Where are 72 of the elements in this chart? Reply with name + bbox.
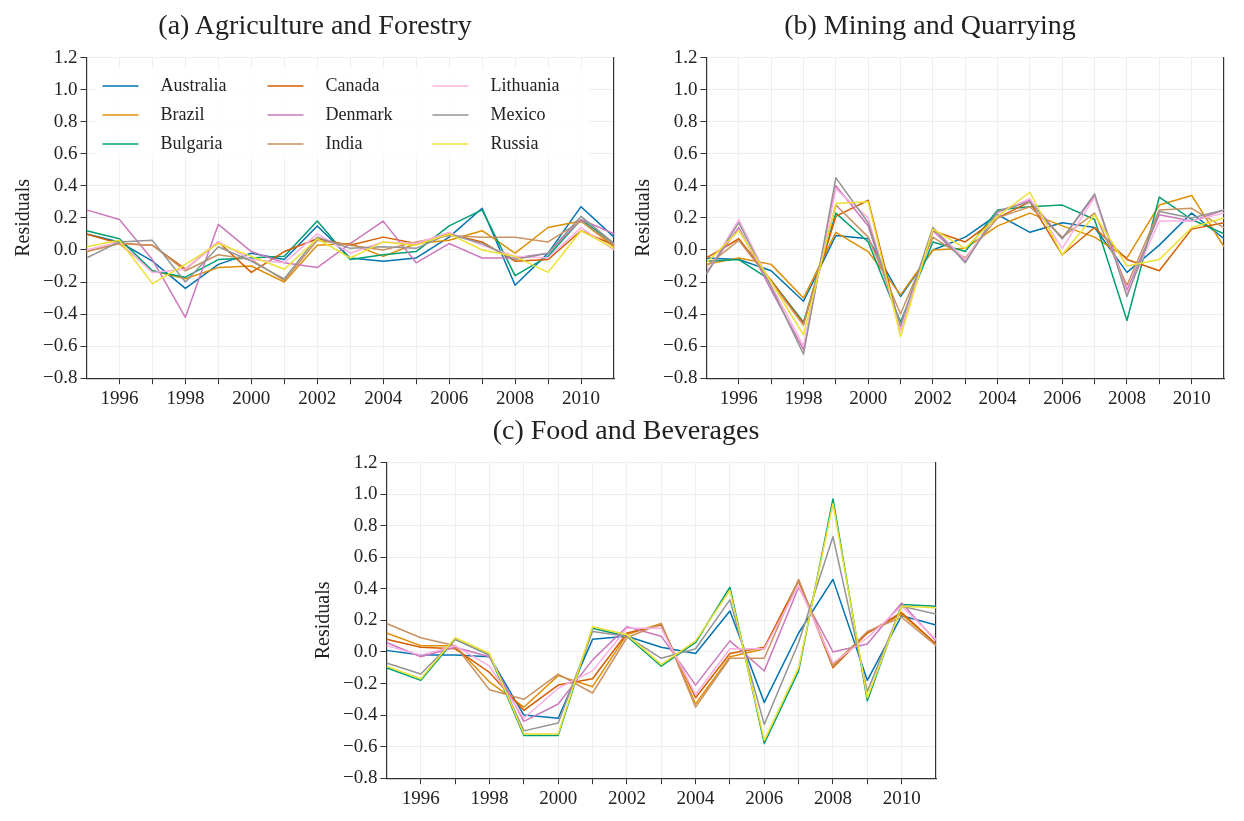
x-tick-label: 2010: [882, 786, 921, 808]
x-tick-label: 2004: [676, 786, 716, 808]
y-tick-label: 0.2: [673, 205, 698, 227]
y-axis-title: Residuals: [311, 581, 334, 660]
y-tick-label: 0.4: [353, 576, 378, 598]
x-tick-label: 1998: [166, 386, 205, 408]
x-tick-label: 1996: [401, 786, 440, 808]
y-tick-label: 0.2: [353, 608, 378, 630]
x-tick-label: 2010: [562, 386, 601, 408]
y-tick-label: −0.4: [43, 302, 78, 324]
y-tick-label: 0.4: [53, 173, 78, 195]
y-axis-title: Residuals: [11, 178, 34, 257]
legend-label: Australia: [160, 74, 227, 95]
x-tick-label: 1996: [719, 386, 758, 408]
legend-label: Mexico: [490, 103, 546, 124]
x-tick-label: 2000: [849, 386, 888, 408]
x-tick-label: 2010: [1172, 386, 1211, 408]
x-tick-label: 1996: [100, 386, 139, 408]
legend-label: Brazil: [160, 103, 205, 124]
y-tick-label: 0.0: [53, 237, 78, 259]
y-tick-label: −0.4: [663, 302, 698, 324]
x-tick-label: 2006: [430, 386, 469, 408]
y-tick-label: 0.6: [353, 545, 378, 567]
y-tick-label: −0.8: [43, 366, 78, 388]
y-tick-label: 1.0: [673, 77, 698, 99]
y-tick-label: −0.6: [663, 334, 698, 356]
x-tick-label: 2002: [913, 386, 952, 408]
y-tick-label: 0.2: [53, 205, 78, 227]
y-tick-label: 1.2: [673, 45, 698, 67]
legend-label: Lithuania: [490, 74, 560, 95]
chart-title: (b) Mining and Quarrying: [784, 9, 1076, 41]
y-tick-label: 0.6: [53, 141, 78, 163]
x-tick-label: 2008: [813, 786, 852, 808]
y-axis-title: Residuals: [631, 178, 654, 257]
x-tick-label: 2008: [1107, 386, 1146, 408]
legend-label: Canada: [325, 74, 380, 95]
y-tick-label: −0.8: [343, 766, 378, 788]
y-tick-label: 0.8: [353, 513, 378, 535]
x-tick-label: 2000: [539, 786, 578, 808]
y-tick-label: 0.0: [353, 639, 378, 661]
legend-label: Denmark: [325, 103, 393, 124]
y-tick-label: −0.2: [343, 671, 378, 693]
y-tick-label: −0.6: [343, 734, 378, 756]
y-tick-label: −0.2: [43, 270, 78, 291]
y-tick-label: −0.2: [663, 270, 698, 291]
x-tick-label: 1998: [470, 786, 509, 808]
y-tick-label: −0.6: [43, 334, 78, 356]
x-tick-label: 1998: [784, 386, 823, 408]
y-tick-label: 1.2: [53, 45, 78, 67]
y-tick-label: 0.8: [673, 109, 698, 131]
legend-label: Russia: [490, 132, 539, 153]
y-tick-label: 1.2: [353, 450, 378, 472]
y-tick-label: 1.0: [53, 77, 78, 99]
y-tick-label: −0.4: [343, 703, 378, 725]
chart-title: (c) Food and Beverages: [492, 414, 760, 446]
x-tick-label: 2006: [745, 786, 784, 808]
y-tick-label: 0.6: [673, 141, 698, 163]
chart-title: (a) Agriculture and Forestry: [158, 9, 472, 41]
y-tick-label: 0.0: [673, 237, 698, 259]
y-tick-label: 1.0: [353, 482, 378, 504]
y-tick-label: −0.8: [663, 366, 698, 388]
x-tick-label: 2004: [978, 386, 1018, 408]
x-tick-label: 2006: [1043, 386, 1082, 408]
y-tick-label: 0.4: [673, 173, 698, 195]
x-tick-label: 2002: [298, 386, 337, 408]
x-tick-label: 2002: [607, 786, 646, 808]
x-tick-label: 2004: [364, 386, 403, 408]
x-tick-label: 2000: [232, 386, 271, 408]
y-tick-label: 0.8: [53, 109, 78, 131]
legend-label: India: [325, 132, 363, 153]
x-tick-label: 2008: [496, 386, 535, 408]
legend-label: Bulgaria: [160, 132, 223, 153]
